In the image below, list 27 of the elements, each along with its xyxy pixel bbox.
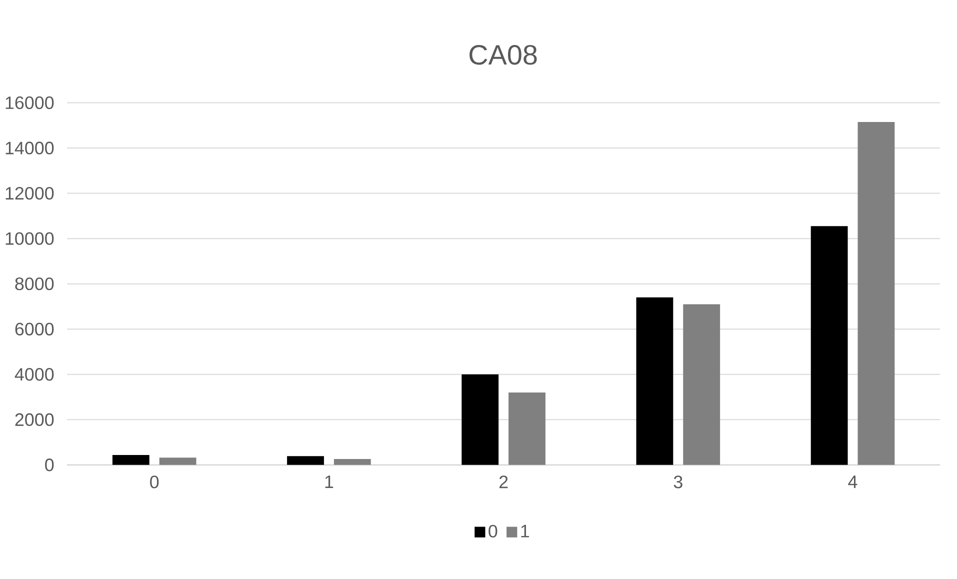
x-tick-label: 1 [325,476,334,488]
x-tick-label: 0 [150,476,159,488]
y-tick-label: 0 [45,458,54,472]
legend-label: 1 [521,525,529,538]
legend-label: 0 [488,525,498,538]
bar [159,458,196,466]
x-tick-label: 4 [848,476,858,488]
chart-title: CA08 [470,45,537,65]
y-tick-label: 2000 [15,413,54,426]
bar [462,374,499,466]
bar [858,122,895,466]
y-tick-label: 10000 [6,232,54,246]
bar [810,226,848,466]
bar [287,456,324,466]
bar [683,304,720,466]
bar [508,392,546,466]
y-tick-label: 4000 [14,368,54,381]
bar [112,455,150,466]
y-tick-label: 6000 [15,322,54,336]
y-tick-label: 8000 [15,278,54,290]
bar [636,298,674,466]
y-tick-label: 14000 [6,142,54,155]
y-tick-label: 12000 [6,187,54,200]
y-tick-label: 16000 [6,96,54,110]
bar [334,459,371,466]
x-tick-label: 3 [674,476,682,488]
x-tick-label: 2 [499,476,508,488]
